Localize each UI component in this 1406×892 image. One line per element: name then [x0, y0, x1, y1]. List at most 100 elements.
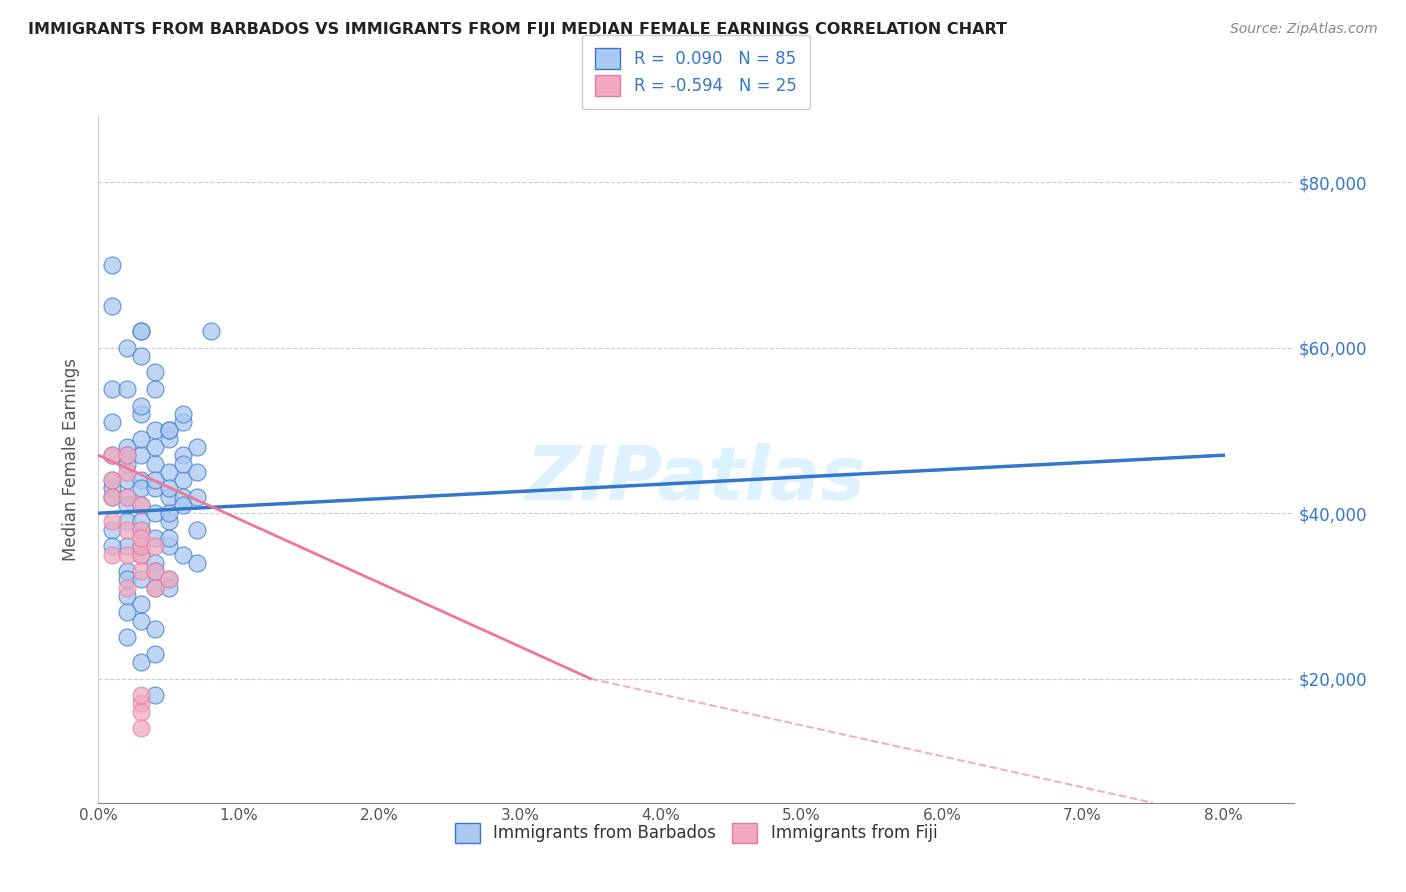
Point — [115, 490, 138, 504]
Point — [129, 548, 152, 562]
Point — [157, 581, 180, 595]
Point — [172, 490, 194, 504]
Text: Source: ZipAtlas.com: Source: ZipAtlas.com — [1230, 22, 1378, 37]
Point — [129, 531, 152, 545]
Point — [115, 448, 138, 462]
Point — [129, 448, 152, 462]
Point — [129, 349, 152, 363]
Point — [129, 523, 152, 537]
Point — [101, 382, 124, 396]
Point — [143, 581, 166, 595]
Point — [115, 564, 138, 578]
Point — [129, 324, 152, 338]
Point — [172, 473, 194, 487]
Point — [157, 490, 180, 504]
Point — [143, 539, 166, 553]
Point — [115, 448, 138, 462]
Point — [157, 481, 180, 495]
Point — [186, 523, 208, 537]
Point — [115, 382, 138, 396]
Point — [143, 506, 166, 520]
Text: ZIPatlas: ZIPatlas — [526, 443, 866, 516]
Point — [172, 498, 194, 512]
Point — [129, 473, 152, 487]
Point — [143, 424, 166, 438]
Point — [129, 688, 152, 702]
Point — [143, 688, 166, 702]
Point — [157, 573, 180, 587]
Point — [115, 548, 138, 562]
Point — [101, 299, 124, 313]
Point — [129, 573, 152, 587]
Point — [143, 440, 166, 454]
Point — [129, 722, 152, 736]
Text: IMMIGRANTS FROM BARBADOS VS IMMIGRANTS FROM FIJI MEDIAN FEMALE EARNINGS CORRELAT: IMMIGRANTS FROM BARBADOS VS IMMIGRANTS F… — [28, 22, 1007, 37]
Point — [101, 548, 124, 562]
Point — [143, 481, 166, 495]
Point — [129, 539, 152, 553]
Point — [157, 432, 180, 446]
Point — [115, 490, 138, 504]
Point — [129, 539, 152, 553]
Point — [157, 573, 180, 587]
Point — [143, 382, 166, 396]
Point — [129, 523, 152, 537]
Point — [101, 473, 124, 487]
Point — [172, 415, 194, 429]
Point — [101, 415, 124, 429]
Point — [143, 531, 166, 545]
Point — [115, 440, 138, 454]
Point — [115, 473, 138, 487]
Point — [129, 655, 152, 669]
Point — [129, 697, 152, 711]
Point — [129, 432, 152, 446]
Point — [143, 647, 166, 661]
Point — [143, 564, 166, 578]
Point — [101, 258, 124, 272]
Point — [129, 481, 152, 495]
Point — [186, 465, 208, 479]
Point — [115, 457, 138, 471]
Point — [172, 407, 194, 421]
Point — [129, 597, 152, 611]
Point — [129, 548, 152, 562]
Point — [115, 465, 138, 479]
Point — [115, 589, 138, 603]
Point — [143, 581, 166, 595]
Point — [129, 523, 152, 537]
Point — [115, 523, 138, 537]
Point — [101, 490, 124, 504]
Y-axis label: Median Female Earnings: Median Female Earnings — [62, 358, 80, 561]
Point — [157, 465, 180, 479]
Point — [143, 473, 166, 487]
Point — [157, 506, 180, 520]
Point — [115, 606, 138, 620]
Point — [101, 515, 124, 529]
Point — [143, 366, 166, 380]
Point — [101, 448, 124, 462]
Point — [157, 539, 180, 553]
Point — [129, 324, 152, 338]
Legend: Immigrants from Barbados, Immigrants from Fiji: Immigrants from Barbados, Immigrants fro… — [441, 809, 950, 856]
Point — [129, 705, 152, 719]
Point — [115, 341, 138, 355]
Point — [101, 523, 124, 537]
Point — [129, 564, 152, 578]
Point — [157, 424, 180, 438]
Point — [101, 481, 124, 495]
Point — [129, 498, 152, 512]
Point — [143, 556, 166, 570]
Point — [115, 573, 138, 587]
Point — [115, 581, 138, 595]
Point — [129, 407, 152, 421]
Point — [172, 457, 194, 471]
Point — [172, 548, 194, 562]
Point — [157, 424, 180, 438]
Point — [129, 614, 152, 628]
Point — [101, 473, 124, 487]
Point — [101, 490, 124, 504]
Point — [172, 448, 194, 462]
Point — [186, 440, 208, 454]
Point — [129, 498, 152, 512]
Point — [115, 498, 138, 512]
